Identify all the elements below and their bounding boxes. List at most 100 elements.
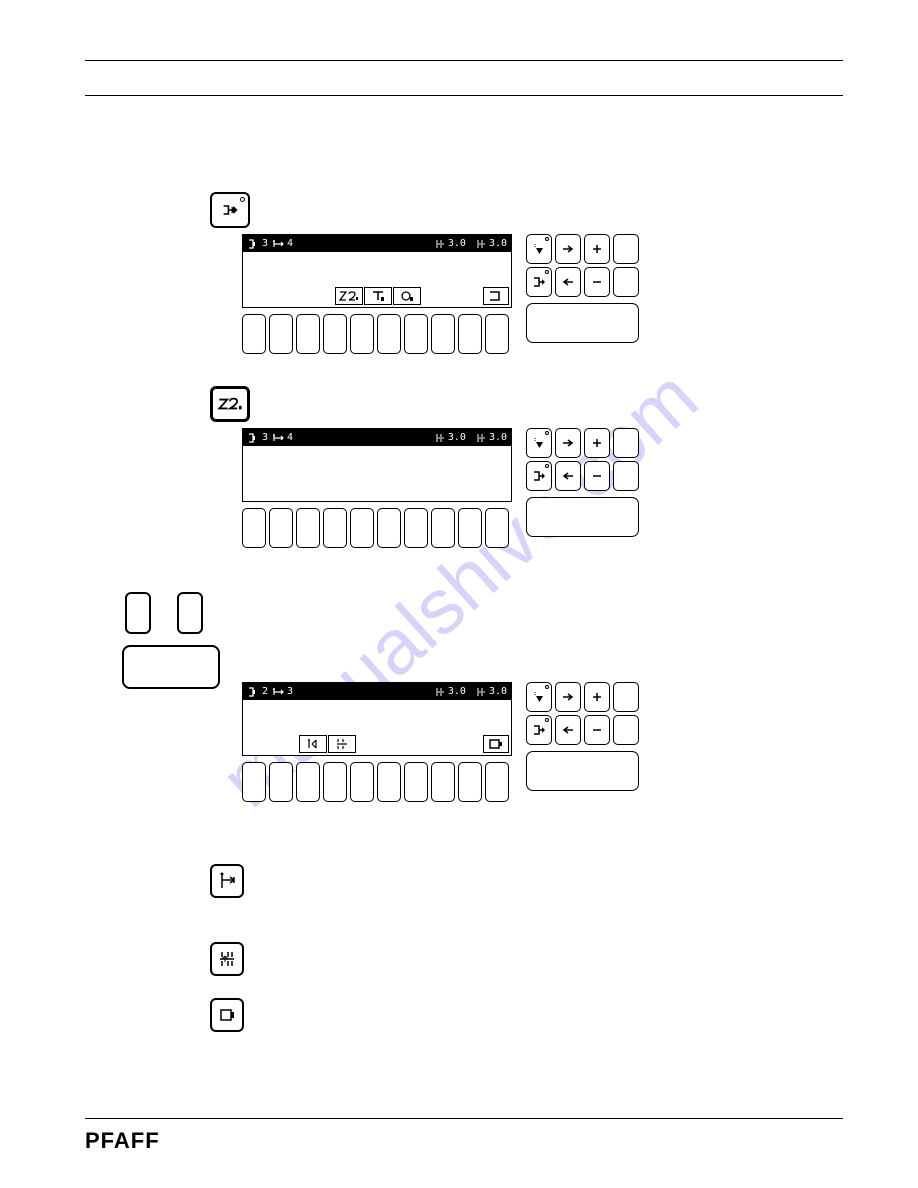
rightpad-3 xyxy=(526,682,639,791)
fkey[interactable] xyxy=(458,314,482,354)
small-key-2[interactable] xyxy=(177,592,203,634)
small-key-1[interactable] xyxy=(125,592,151,634)
len-b-icon xyxy=(476,687,486,697)
fkey[interactable] xyxy=(377,508,401,548)
wide-key[interactable] xyxy=(122,645,220,689)
fkey[interactable] xyxy=(485,762,509,802)
fkey[interactable] xyxy=(458,508,482,548)
topbar-2: 3 4 3.0 3.0 xyxy=(243,429,511,446)
seam-start-icon[interactable] xyxy=(210,192,250,228)
stitch-num-2: 4 xyxy=(287,432,293,443)
fkey[interactable] xyxy=(404,762,428,802)
wide-button-2[interactable] xyxy=(526,497,639,537)
keyrow-1 xyxy=(242,314,512,354)
arrow-right-button[interactable] xyxy=(555,682,581,712)
blank-button[interactable] xyxy=(613,682,639,712)
arrow-right-button[interactable] xyxy=(555,234,581,264)
wide-button-1[interactable] xyxy=(526,303,639,343)
fkey[interactable] xyxy=(404,314,428,354)
bracket-button[interactable] xyxy=(526,461,552,491)
fkey[interactable] xyxy=(350,508,374,548)
fkey[interactable] xyxy=(323,508,347,548)
bracket-button[interactable] xyxy=(526,715,552,745)
plus-button[interactable] xyxy=(584,428,610,458)
fkey[interactable] xyxy=(242,314,266,354)
corner-icon-1[interactable] xyxy=(483,287,509,305)
bracket-small-icon xyxy=(247,239,259,249)
fkey[interactable] xyxy=(323,762,347,802)
keyrow-2 xyxy=(242,508,512,548)
fkey[interactable] xyxy=(377,314,401,354)
corner-icon-3[interactable] xyxy=(483,735,509,753)
fkey[interactable] xyxy=(350,314,374,354)
len-b-icon xyxy=(476,239,486,249)
arrow-left-button[interactable] xyxy=(555,461,581,491)
val-a-3: 3.0 xyxy=(448,686,466,697)
panel-2: 3 4 3.0 3.0 xyxy=(242,428,512,548)
val-b-1: 3.0 xyxy=(489,238,507,249)
updown-mini-icon[interactable] xyxy=(299,735,327,753)
blank-button[interactable] xyxy=(613,267,639,297)
minus-button[interactable] xyxy=(584,267,610,297)
wide-button-3[interactable] xyxy=(526,751,639,791)
blank-button[interactable] xyxy=(613,715,639,745)
len-a-icon xyxy=(435,239,445,249)
fkey[interactable] xyxy=(269,762,293,802)
fkey[interactable] xyxy=(431,314,455,354)
o-mini-icon[interactable] xyxy=(393,287,421,305)
screen-2: 3 4 3.0 3.0 xyxy=(242,428,512,502)
blank-button[interactable] xyxy=(613,234,639,264)
len-a-icon xyxy=(435,433,445,443)
plus-button[interactable] xyxy=(584,234,610,264)
screen-3: 2 3 3.0 3.0 xyxy=(242,682,512,756)
fkey[interactable] xyxy=(323,314,347,354)
fkey[interactable] xyxy=(485,508,509,548)
panel-3: 2 3 3.0 3.0 xyxy=(242,682,512,802)
minus-button[interactable] xyxy=(584,715,610,745)
bracket-button[interactable] xyxy=(526,267,552,297)
fkey[interactable] xyxy=(404,508,428,548)
end-backtack-icon[interactable] xyxy=(210,864,244,898)
fkey[interactable] xyxy=(431,762,455,802)
val-a-1: 3.0 xyxy=(448,238,466,249)
thread-trim-icon[interactable] xyxy=(210,942,244,976)
fkey[interactable] xyxy=(269,508,293,548)
z2-glyph-icon xyxy=(216,396,244,412)
fkey[interactable] xyxy=(458,762,482,802)
z2-mini-icon[interactable] xyxy=(335,287,363,305)
blank-button[interactable] xyxy=(613,461,639,491)
fkey[interactable] xyxy=(350,762,374,802)
minus-button[interactable] xyxy=(584,461,610,491)
mid-icons-1 xyxy=(335,287,421,305)
down-button[interactable] xyxy=(526,428,552,458)
arrow-right-button[interactable] xyxy=(555,428,581,458)
stitch-small-icon xyxy=(272,239,284,249)
fkey[interactable] xyxy=(296,508,320,548)
t-mini-icon[interactable] xyxy=(364,287,392,305)
fkey[interactable] xyxy=(485,314,509,354)
down-button[interactable] xyxy=(526,234,552,264)
z2-icon[interactable] xyxy=(210,386,250,422)
page-rule-1 xyxy=(85,60,843,61)
blank-button[interactable] xyxy=(613,428,639,458)
fkey[interactable] xyxy=(242,508,266,548)
plus-button[interactable] xyxy=(584,682,610,712)
topbar-3: 2 3 3.0 3.0 xyxy=(243,683,511,700)
fkey[interactable] xyxy=(431,508,455,548)
trim-mini-icon[interactable] xyxy=(328,735,356,753)
fkey[interactable] xyxy=(377,762,401,802)
arrow-left-button[interactable] xyxy=(555,267,581,297)
arrow-left-button[interactable] xyxy=(555,715,581,745)
down-button[interactable] xyxy=(526,682,552,712)
fkey[interactable] xyxy=(242,762,266,802)
brand-logo: PFAFF xyxy=(85,1128,160,1154)
fkey[interactable] xyxy=(296,762,320,802)
backtack-glyph-icon xyxy=(217,871,237,891)
seam-end-icon[interactable] xyxy=(210,998,244,1032)
fkey[interactable] xyxy=(269,314,293,354)
stitch-num-1: 4 xyxy=(287,238,293,249)
len-b-icon xyxy=(476,433,486,443)
bracket-small-icon xyxy=(247,687,259,697)
fkey[interactable] xyxy=(296,314,320,354)
page-rule-bottom xyxy=(85,1118,843,1119)
